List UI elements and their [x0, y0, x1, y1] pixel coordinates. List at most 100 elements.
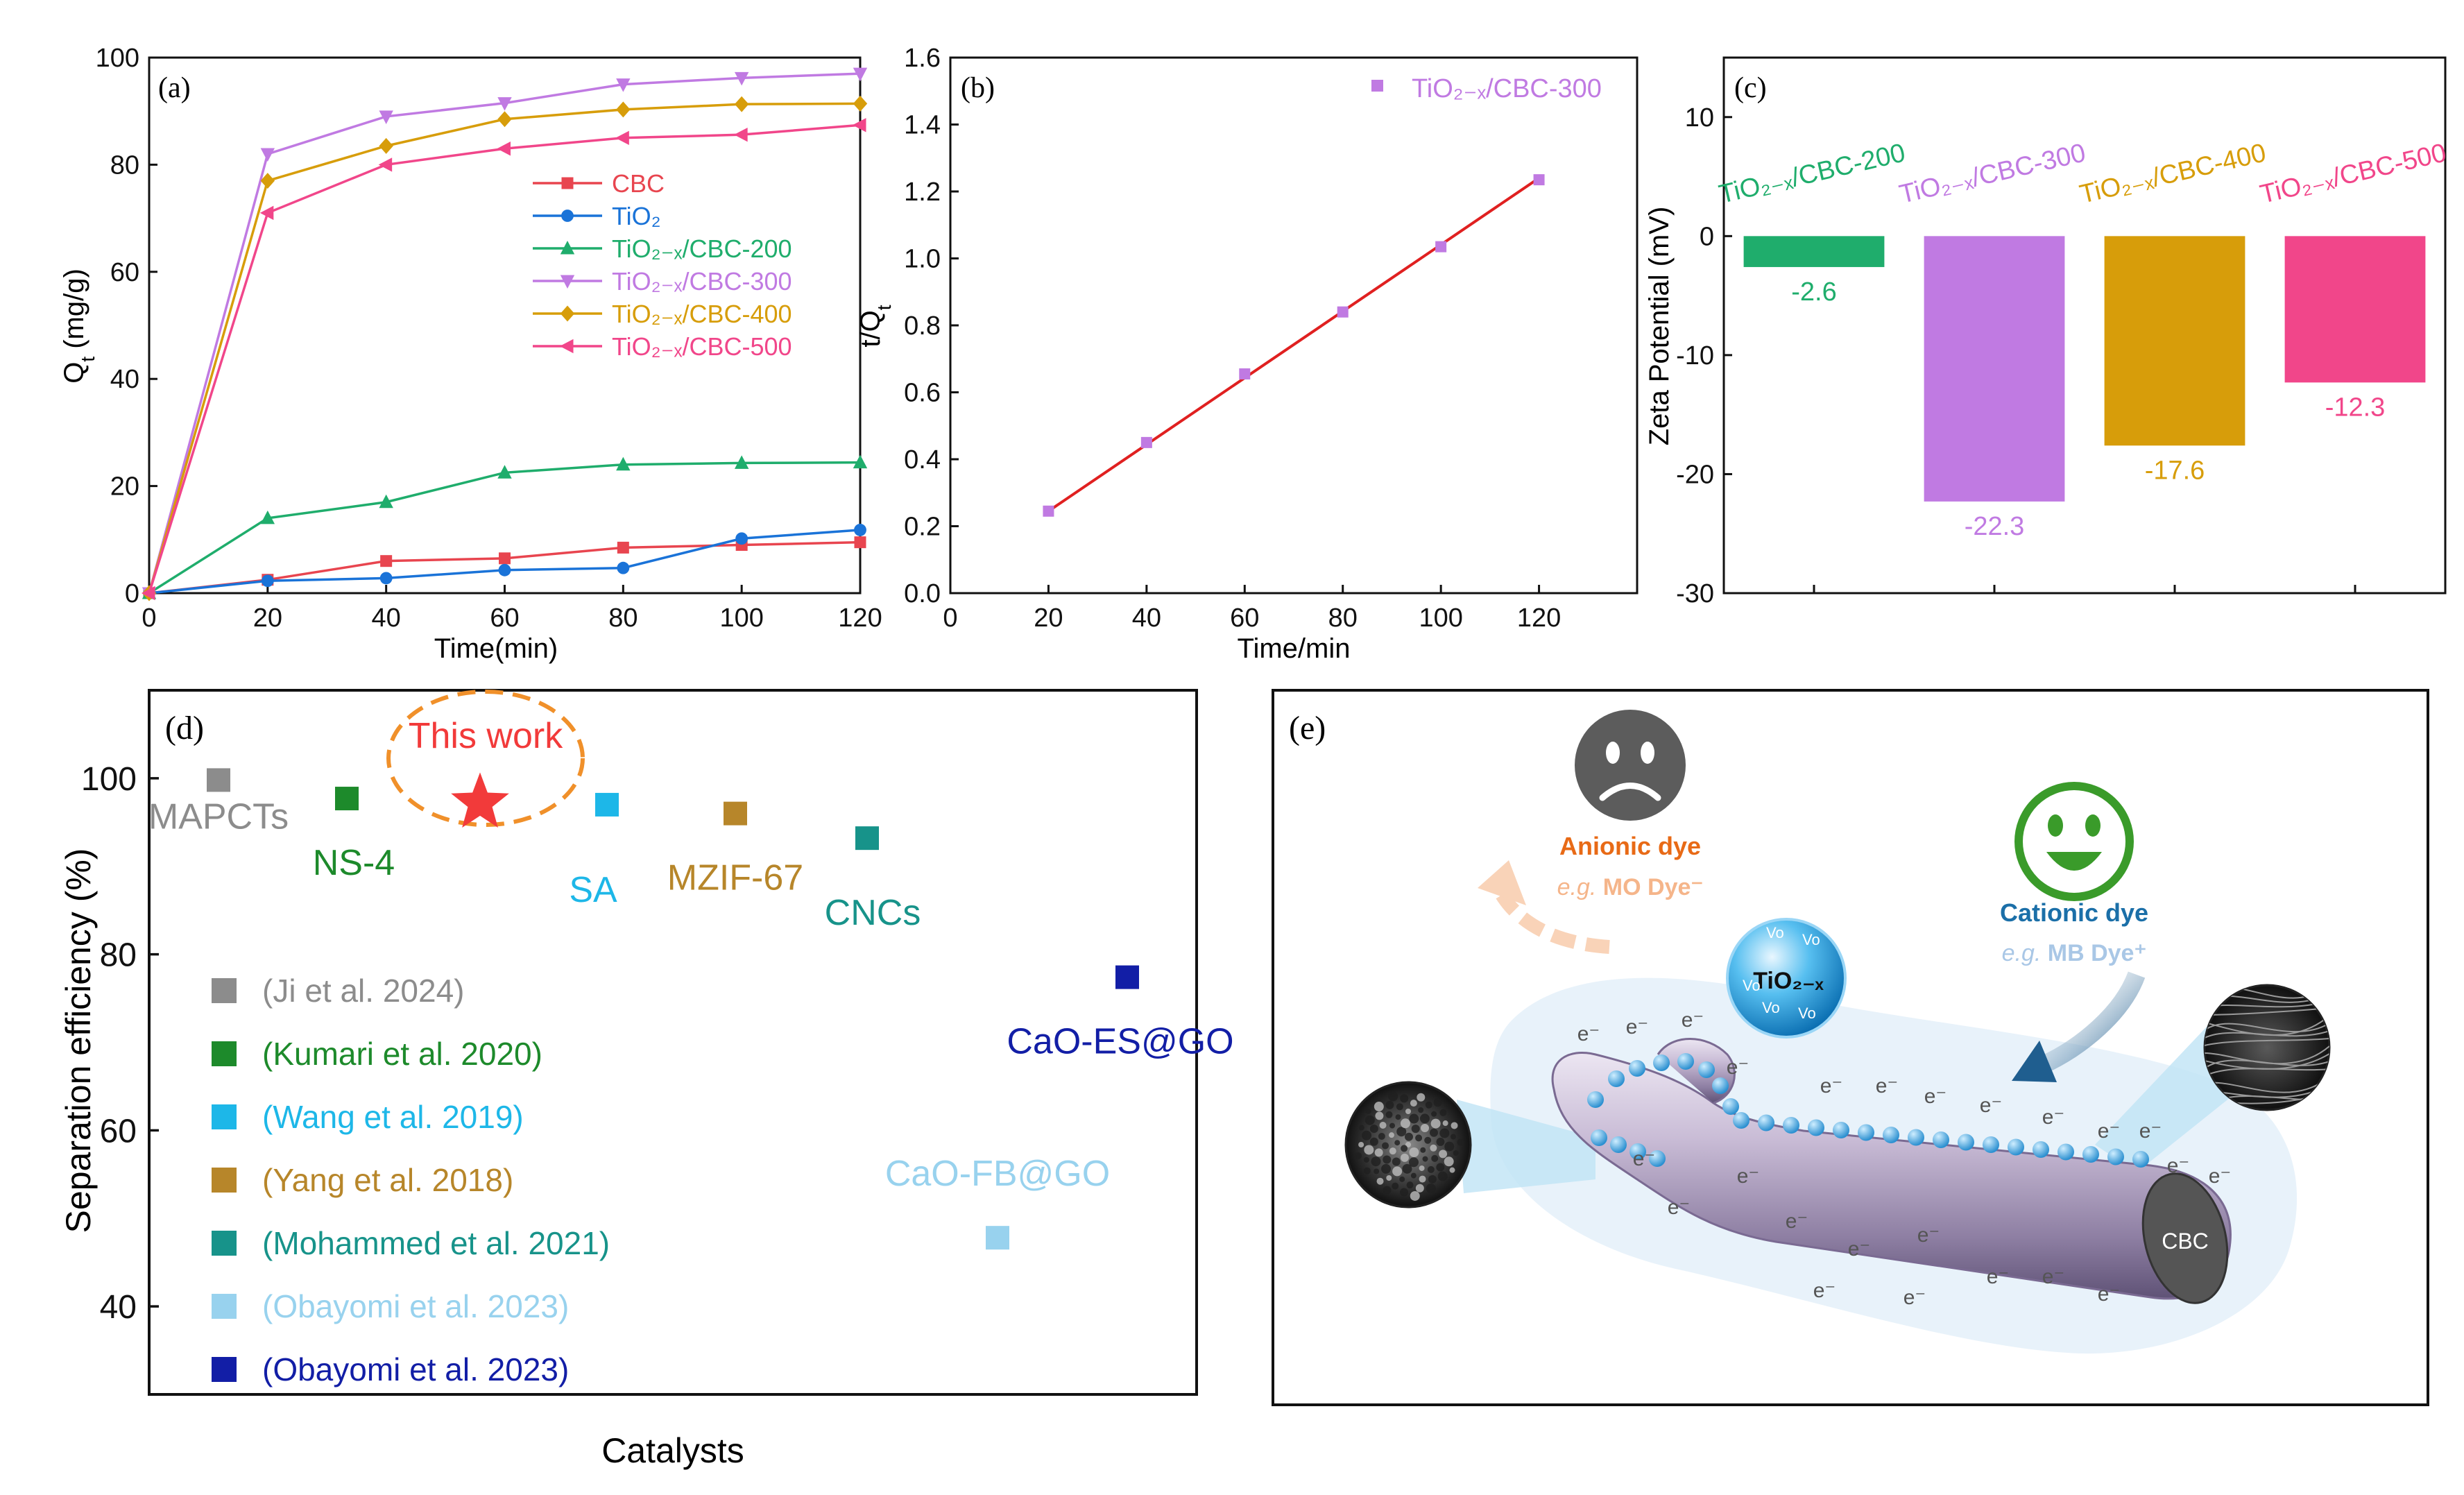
- panel-a-label: (a): [158, 72, 191, 104]
- panel-b-legend-marker: [1371, 80, 1383, 92]
- a-legend-label-C500: TiO₂₋ₓ/CBC-500: [612, 332, 792, 361]
- pore: [1431, 1111, 1437, 1117]
- tio2-bead: [1808, 1119, 1824, 1136]
- tio2-bead: [2107, 1148, 2124, 1165]
- pore: [1431, 1154, 1439, 1162]
- a-point-CBC: [854, 536, 866, 549]
- pore: [1428, 1174, 1437, 1184]
- electron-label: e⁻: [2167, 1154, 2190, 1177]
- pore: [1371, 1156, 1381, 1167]
- pore: [1436, 1137, 1445, 1146]
- a-legend-label-C300: TiO₂₋ₓ/CBC-300: [612, 267, 792, 296]
- pore: [1374, 1102, 1384, 1112]
- a-point-C400: [260, 173, 275, 189]
- pore: [1427, 1165, 1435, 1173]
- a-y-tick-label: 40: [110, 365, 139, 394]
- tio2-bead: [1677, 1053, 1694, 1070]
- this-work-label: This work: [409, 716, 563, 756]
- fiber: [2205, 1007, 2329, 1016]
- panel-b: (b) 0 20 40 60 80 100 120 0.0 0.2 0.4 0.6 0.8 1.0 1.…: [855, 44, 1639, 664]
- electron-label: e⁻: [1820, 1075, 1843, 1097]
- pore: [1426, 1184, 1436, 1194]
- a-legend-marker-TiO2: [561, 210, 574, 222]
- b-y-tick-label: 1.4: [904, 111, 941, 140]
- repel-arrow-head: [1478, 860, 1526, 905]
- b-point: [1337, 306, 1349, 318]
- pore: [1382, 1142, 1389, 1150]
- tio2-bead: [1733, 1112, 1749, 1129]
- c-value-label-C300: -22.3: [1965, 512, 2025, 541]
- a-point-C300: [734, 71, 749, 86]
- pore: [1395, 1114, 1401, 1120]
- a-point-C500: [734, 127, 748, 142]
- pore: [1392, 1166, 1403, 1177]
- anionic-dye-title: Anionic dye: [1559, 832, 1701, 860]
- electron-label: e⁻: [1876, 1075, 1899, 1097]
- fiber: [2205, 1038, 2329, 1046]
- pore: [1374, 1148, 1383, 1157]
- tio2-bead: [1983, 1136, 1999, 1153]
- a-point-CBC: [380, 555, 393, 567]
- c-category-label-C200: TiO₂₋ₓ/CBC-200: [1716, 138, 1908, 210]
- pore: [1388, 1091, 1398, 1102]
- pore: [1369, 1125, 1378, 1134]
- panel-d-y-label: Separation efficiency (%): [59, 848, 98, 1233]
- a-point-C500: [615, 130, 629, 145]
- pore: [1389, 1147, 1396, 1155]
- pore: [1457, 1138, 1464, 1146]
- vo-label-2: Vo: [1802, 931, 1820, 948]
- d-point-7: [986, 1226, 1009, 1250]
- pore: [1363, 1156, 1369, 1163]
- attract-arrow: [2039, 971, 2146, 1073]
- pore: [1405, 1109, 1411, 1114]
- pore: [1363, 1167, 1371, 1174]
- panel-b-y-label: t/Qt: [855, 305, 895, 347]
- tio2-bead: [1933, 1131, 1949, 1148]
- c-value-label-C400: -17.6: [2145, 456, 2205, 485]
- d-legend-label-5: (Obayomi et al. 2023): [262, 1288, 569, 1324]
- vo-label-1: Vo: [1766, 924, 1784, 941]
- c-y-tick-label: 10: [1685, 103, 1714, 133]
- vo-label-5: Vo: [1798, 1005, 1816, 1022]
- electron-label: e⁻: [1987, 1265, 2010, 1288]
- pore: [1394, 1140, 1401, 1146]
- pore: [1418, 1107, 1424, 1113]
- pore: [1409, 1147, 1419, 1157]
- electron-label: e⁻: [2139, 1120, 2162, 1143]
- c-bar-C200: [1743, 236, 1885, 267]
- panel-a-y-label: Qt (mg/g): [59, 268, 99, 384]
- electron-label: e⁻: [2209, 1165, 2232, 1188]
- pore: [1442, 1120, 1448, 1127]
- pore: [1451, 1122, 1458, 1129]
- a-legend-label-CBC: CBC: [612, 169, 665, 198]
- pore: [1381, 1163, 1392, 1174]
- b-x-tick-label: 120: [1517, 604, 1561, 633]
- a-point-C400: [497, 111, 512, 128]
- a-x-tick-label: 120: [838, 604, 882, 633]
- d-point-5: [855, 826, 879, 851]
- pore: [1417, 1093, 1426, 1102]
- cationic-dye-title: Cationic dye: [2000, 898, 2148, 927]
- b-y-tick-label: 1.6: [904, 44, 941, 73]
- electron-label: e⁻: [1577, 1023, 1600, 1045]
- pore: [1400, 1188, 1409, 1197]
- tio2-bead: [1858, 1124, 1874, 1141]
- a-x-tick-label: 80: [608, 604, 638, 633]
- a-point-C200: [853, 454, 868, 469]
- a-point-CBC: [499, 552, 511, 565]
- d-point-0: [207, 768, 230, 792]
- pore: [1405, 1142, 1411, 1147]
- b-x-tick-label: 40: [1132, 604, 1161, 633]
- tio2-bead: [1587, 1091, 1604, 1108]
- pore: [1408, 1157, 1419, 1168]
- c-value-label-C500: -12.3: [2325, 393, 2386, 422]
- electron-label: e⁻: [1917, 1224, 1940, 1247]
- d-point-label-7: CaO-FB@GO: [885, 1154, 1110, 1194]
- panel-d-label: (d): [165, 710, 204, 746]
- a-point-TiO2: [735, 532, 748, 545]
- panel-a-series: [141, 67, 868, 601]
- pore: [1415, 1134, 1423, 1142]
- d-y-tick-label: 100: [81, 761, 137, 798]
- tio2-beads: [1587, 1053, 2149, 1168]
- c-y-tick-label: -30: [1676, 579, 1714, 608]
